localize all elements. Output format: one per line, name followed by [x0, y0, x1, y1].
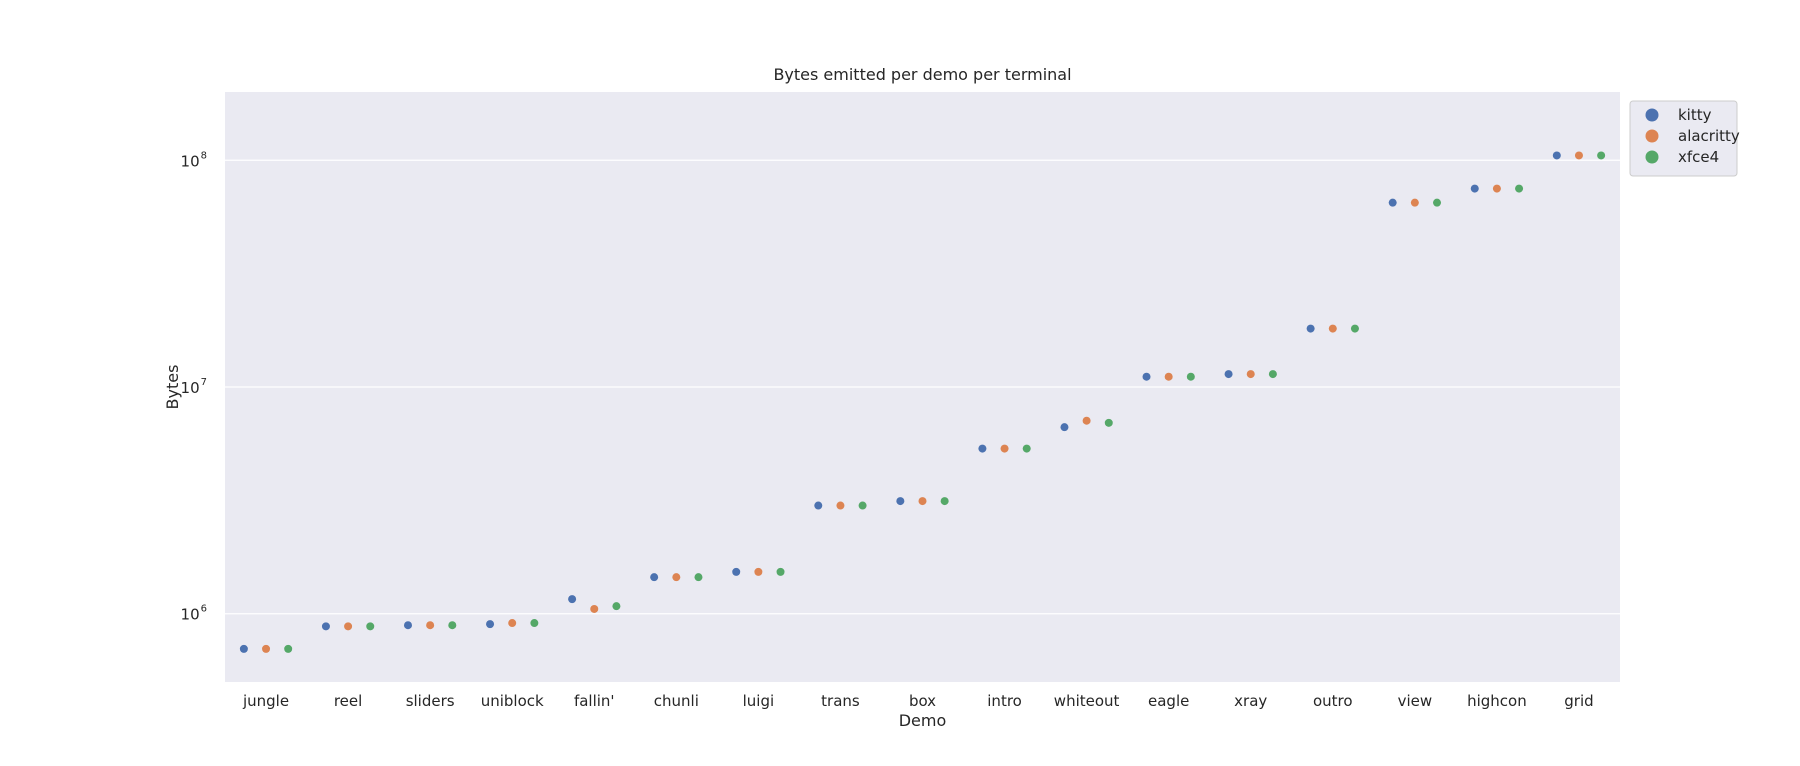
x-tick-label: xray	[1234, 692, 1267, 710]
x-tick-label: box	[909, 692, 936, 710]
data-point	[858, 501, 867, 510]
data-point	[1104, 418, 1113, 427]
data-point	[1224, 370, 1233, 379]
legend-marker	[1645, 129, 1659, 143]
x-tick-label: jungle	[242, 692, 289, 710]
data-point	[612, 602, 621, 611]
data-point	[1350, 324, 1359, 333]
data-point	[590, 604, 599, 613]
x-tick-label: intro	[987, 692, 1022, 710]
grid-lines	[225, 159, 1620, 615]
data-point	[1328, 324, 1337, 333]
data-point	[650, 573, 659, 582]
data-point	[918, 497, 927, 506]
data-point	[403, 621, 412, 630]
data-point	[1164, 372, 1173, 381]
x-tick-label: whiteout	[1054, 692, 1120, 710]
data-point	[1388, 198, 1397, 207]
data-point	[1082, 416, 1091, 425]
data-point	[1410, 198, 1419, 207]
y-axis-label: Bytes	[163, 365, 182, 410]
data-point	[1597, 151, 1606, 160]
legend: kitty alacritty xfce4	[1629, 100, 1740, 177]
data-point	[448, 621, 457, 630]
data-point	[486, 620, 495, 629]
x-tick-label: reel	[334, 692, 362, 710]
x-tick-label: eagle	[1148, 692, 1189, 710]
y-tick-label: 108	[181, 150, 207, 170]
x-tick-label: luigi	[743, 692, 775, 710]
y-axis-ticks: 106 107 108	[181, 150, 207, 623]
data-point	[1515, 184, 1524, 193]
data-point	[568, 595, 577, 604]
data-point	[1142, 372, 1151, 381]
x-tick-label: chunli	[654, 692, 699, 710]
data-point	[978, 444, 987, 453]
data-point	[694, 573, 703, 582]
data-point	[426, 621, 435, 630]
data-point	[672, 573, 681, 582]
data-point	[1492, 184, 1501, 193]
data-point	[836, 501, 845, 510]
x-tick-label: highcon	[1467, 692, 1527, 710]
data-point	[321, 622, 330, 631]
x-tick-label: sliders	[406, 692, 455, 710]
legend-label: alacritty	[1678, 127, 1740, 145]
data-point	[530, 619, 539, 628]
data-point	[284, 644, 293, 653]
legend-label: kitty	[1678, 106, 1712, 124]
data-point	[366, 622, 375, 631]
legend-marker	[1645, 108, 1659, 122]
data-point	[732, 567, 741, 576]
data-point	[239, 644, 248, 653]
y-tick-label: 107	[181, 377, 207, 397]
data-point	[1060, 423, 1069, 432]
legend-marker	[1645, 150, 1659, 164]
data-point	[1022, 444, 1031, 453]
data-point	[1000, 444, 1009, 453]
data-point	[262, 644, 271, 653]
data-point	[1268, 370, 1277, 379]
data-point	[814, 501, 823, 510]
x-tick-label: grid	[1564, 692, 1593, 710]
x-tick-label: outro	[1313, 692, 1353, 710]
data-point	[1306, 324, 1315, 333]
data-point	[1433, 198, 1442, 207]
data-point	[754, 567, 763, 576]
data-point	[1470, 184, 1479, 193]
data-point	[1552, 151, 1561, 160]
data-point	[508, 619, 517, 628]
x-axis-ticks: jungle reel sliders uniblock fallin' chunli lu…	[242, 692, 1594, 710]
x-axis-label: Demo	[899, 711, 947, 730]
data-point	[1246, 370, 1255, 379]
data-point	[1186, 372, 1195, 381]
x-tick-label: view	[1398, 692, 1433, 710]
data-point	[776, 567, 785, 576]
data-points	[239, 151, 1606, 653]
data-point	[1574, 151, 1583, 160]
data-point	[344, 622, 353, 631]
legend-label: xfce4	[1678, 148, 1719, 166]
data-point	[940, 497, 949, 506]
x-tick-label: uniblock	[481, 692, 544, 710]
x-tick-label: fallin'	[574, 692, 615, 710]
x-tick-label: trans	[821, 692, 860, 710]
y-tick-label: 106	[181, 604, 207, 624]
data-point	[896, 497, 905, 506]
chart-title: Bytes emitted per demo per terminal	[773, 65, 1071, 84]
